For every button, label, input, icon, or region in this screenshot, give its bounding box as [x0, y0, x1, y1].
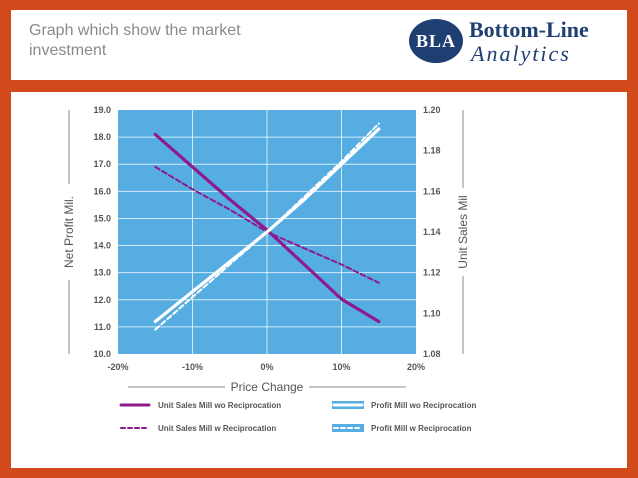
legend-label-1: Unit Sales Mill wo Reciprocation — [158, 401, 281, 410]
page-title: Graph which show the market investment — [29, 22, 241, 59]
legend-label-2: Unit Sales Mill w Reciprocation — [158, 424, 276, 433]
y-tick-label: 17.0 — [93, 159, 111, 169]
chart: -20% -10% 0% 10% 20% 10.0 11.0 12.0 13.0 14.0 15.0… — [62, 105, 476, 433]
company-logo: BLA Bottom-Line Analytics — [407, 13, 597, 73]
series-layer — [153, 122, 381, 331]
y-tick-label: 15.0 — [93, 213, 111, 223]
y-tick-label: 18.0 — [93, 132, 111, 142]
x-axis-label: Price Change — [231, 380, 304, 394]
x-tick-label: 0% — [260, 362, 273, 372]
y-tick-label: 12.0 — [93, 295, 111, 305]
y2-axis-label: Unit Sales Mil — [456, 195, 470, 268]
header-bar: Graph which show the market investment B… — [11, 10, 627, 80]
y2-tick-label: 1.08 — [423, 349, 441, 359]
y-tick-label: 14.0 — [93, 241, 111, 251]
series-line-4 — [154, 122, 380, 331]
y-tick-label: 10.0 — [93, 349, 111, 359]
tick-labels: -20% -10% 0% 10% 20% 10.0 11.0 12.0 13.0 14.0 15.0… — [93, 105, 440, 372]
y-tick-label: 13.0 — [93, 268, 111, 278]
y2-tick-label: 1.16 — [423, 186, 441, 196]
y-tick-label: 11.0 — [94, 322, 111, 332]
y-tick-label: 19.0 — [93, 105, 111, 115]
y-axis-label: Net Profit Mil. — [62, 196, 76, 268]
x-tick-label: -20% — [107, 362, 128, 372]
legend-label-4: Profit Mill w Reciprocation — [371, 424, 472, 433]
legend-label-3: Profit Mill wo Reciprocation — [371, 401, 476, 410]
x-tick-label: 10% — [332, 362, 350, 372]
legend: Unit Sales Mill wo Reciprocation Unit Sal… — [119, 401, 476, 433]
y2-tick-label: 1.14 — [423, 227, 441, 237]
logo-text-line2: Analytics — [471, 41, 571, 66]
y2-tick-label: 1.20 — [423, 105, 441, 115]
x-tick-label: -10% — [182, 362, 203, 372]
y-tick-label: 16.0 — [93, 186, 111, 196]
y2-tick-label: 1.10 — [423, 308, 441, 318]
logo-badge: BLA — [409, 19, 463, 63]
chart-panel: -20% -10% 0% 10% 20% 10.0 11.0 12.0 13.0 14.0 15.0… — [11, 92, 627, 468]
y2-tick-label: 1.12 — [423, 268, 441, 278]
axis-titles: Price Change Net Profit Mil. Unit Sales … — [62, 110, 470, 394]
x-tick-label: 20% — [407, 362, 425, 372]
logo-text-line1: Bottom-Line — [469, 17, 589, 42]
y2-tick-label: 1.18 — [423, 146, 441, 156]
